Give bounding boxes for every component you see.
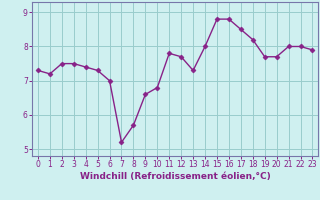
X-axis label: Windchill (Refroidissement éolien,°C): Windchill (Refroidissement éolien,°C)	[80, 172, 271, 181]
